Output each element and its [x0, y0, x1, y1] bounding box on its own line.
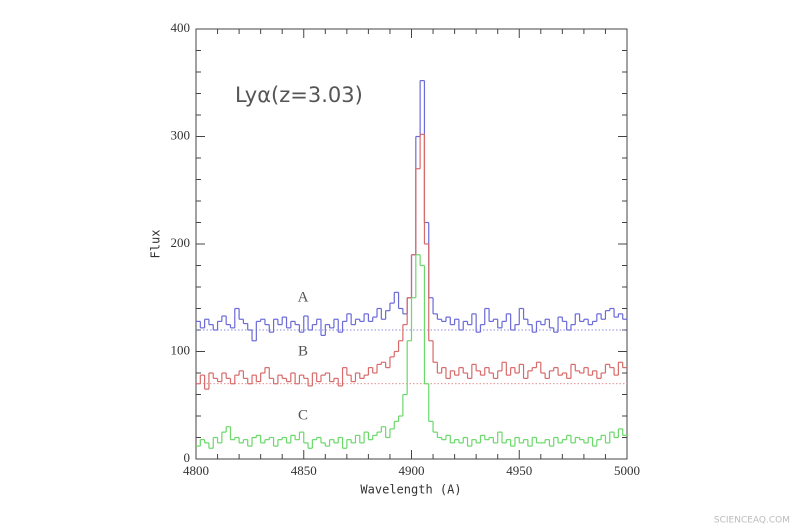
series-label: C	[298, 407, 308, 423]
y-tick-label: 300	[171, 127, 191, 142]
x-axis-label: Wavelength (A)	[360, 483, 461, 497]
x-tick-label: 4850	[291, 463, 317, 478]
y-tick-label: 200	[171, 235, 191, 250]
y-axis-label: Flux	[149, 230, 163, 259]
x-tick-label: 5000	[614, 463, 640, 478]
x-tick-label: 4800	[183, 463, 209, 478]
chart-title: Lyα(z=3.03)	[235, 83, 363, 107]
series-label: A	[298, 289, 309, 305]
watermark: SCIENCEAQ.COM	[714, 516, 790, 526]
x-tick-label: 4950	[506, 463, 532, 478]
x-tick-label: 4900	[399, 463, 425, 478]
series-label: B	[298, 343, 308, 359]
y-tick-label: 100	[171, 342, 191, 357]
y-tick-label: 0	[184, 450, 191, 465]
y-tick-label: 400	[171, 20, 191, 35]
